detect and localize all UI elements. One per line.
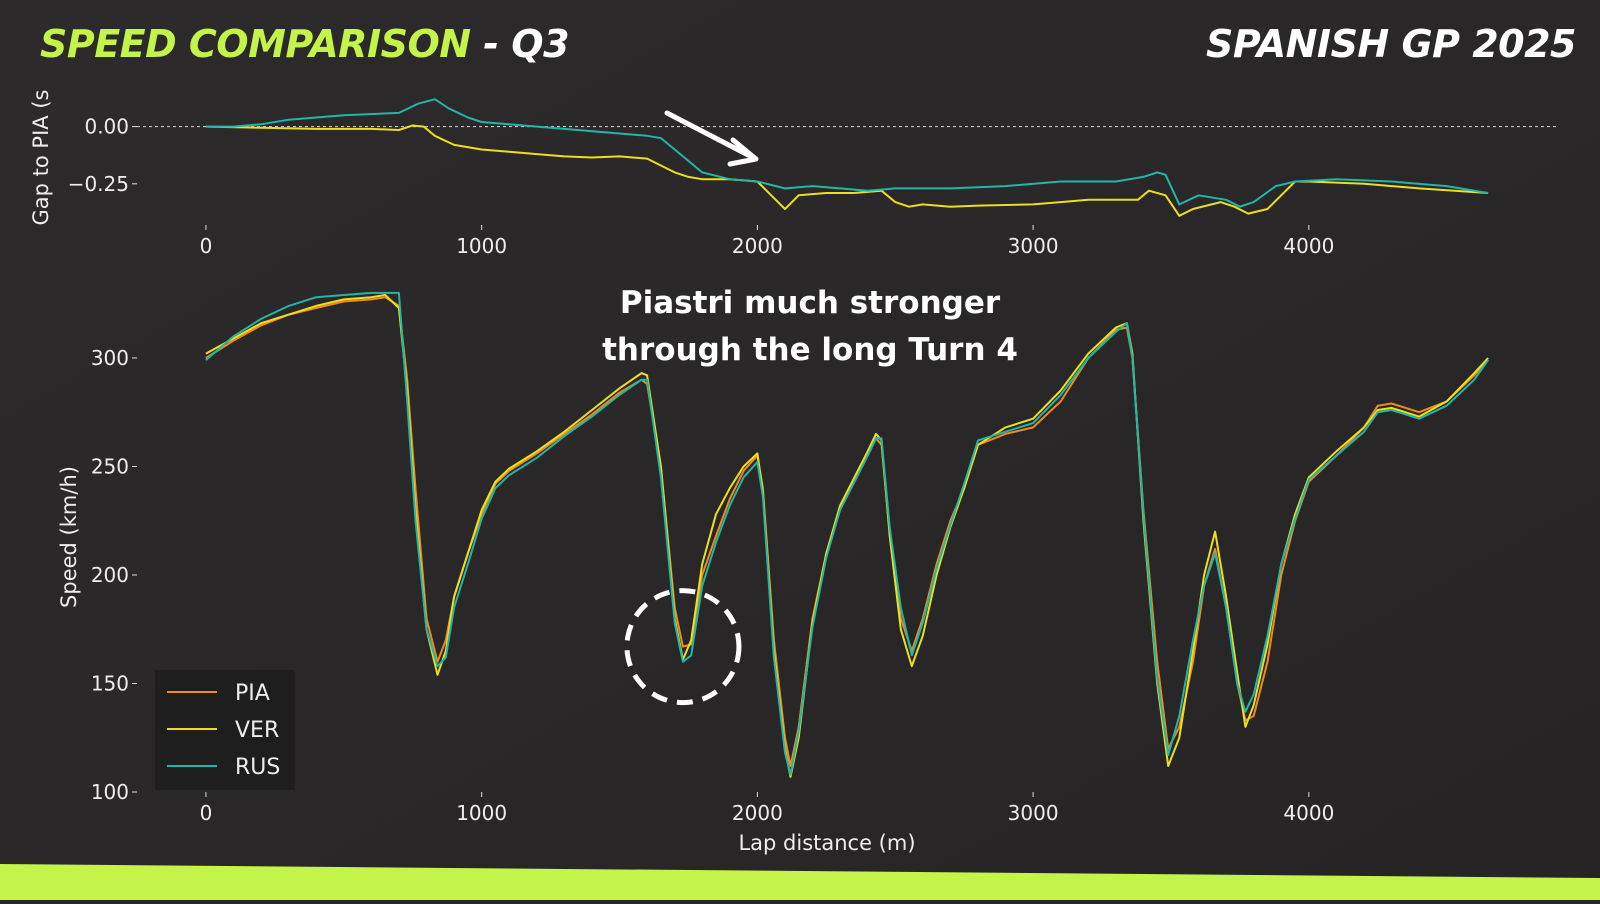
x-tick-label: 4000: [1283, 801, 1334, 825]
x-tick-label: 0: [200, 801, 213, 825]
y-tick-label: 100: [91, 780, 129, 804]
arrow-shaft: [664, 110, 755, 160]
overlay-annotations: [624, 110, 759, 706]
x-tick-label: 2000: [732, 234, 783, 258]
legend: PIA VER RUS: [155, 670, 295, 790]
y-tick-label: 300: [91, 346, 129, 370]
series-line-rus: [205, 98, 1489, 208]
legend-label-rus: RUS: [235, 755, 280, 780]
arrow-head: [727, 137, 759, 167]
title-session: - Q3: [470, 22, 570, 66]
x-tick-label: 0: [200, 234, 213, 258]
gap-panel: 0.00 −0.25 0 1000 2000 3000 4000 Gap to PIA (s: [29, 90, 1557, 258]
y-axis-label: Gap to PIA (s: [29, 90, 53, 226]
y-tick-label: 200: [91, 563, 129, 587]
y-tick-label: 0.00: [84, 115, 129, 139]
x-axis-label: Lap distance (m): [738, 831, 915, 855]
x-tick-label: 2000: [732, 801, 783, 825]
x-tick-label: 3000: [1008, 801, 1059, 825]
y-tick-label: −0.25: [68, 172, 129, 196]
series-line-rus: [205, 291, 1489, 776]
x-tick-label: 1000: [456, 801, 507, 825]
annotation-text: Piastri much stronger through the long T…: [560, 280, 1060, 374]
y-axis-label: Speed (km/h): [57, 466, 81, 608]
title-accent: SPEED COMPARISON: [40, 22, 471, 66]
x-tick-label: 3000: [1008, 234, 1059, 258]
x-tick-label: 1000: [456, 234, 507, 258]
y-tick-label: 250: [91, 454, 129, 478]
series-line-ver: [205, 124, 1489, 217]
legend-label-ver: VER: [235, 718, 279, 743]
event-title: SPANISH GP 2025: [1205, 22, 1577, 66]
highlight-circle: [624, 588, 742, 706]
legend-label-pia: PIA: [235, 681, 270, 706]
page-title: SPEED COMPARISON - Q3: [40, 22, 570, 66]
x-tick-label: 4000: [1283, 234, 1334, 258]
annotation-line-1: Piastri much stronger: [619, 285, 1001, 321]
annotation-line-2: through the long Turn 4: [602, 332, 1018, 368]
y-tick-label: 150: [91, 671, 129, 695]
